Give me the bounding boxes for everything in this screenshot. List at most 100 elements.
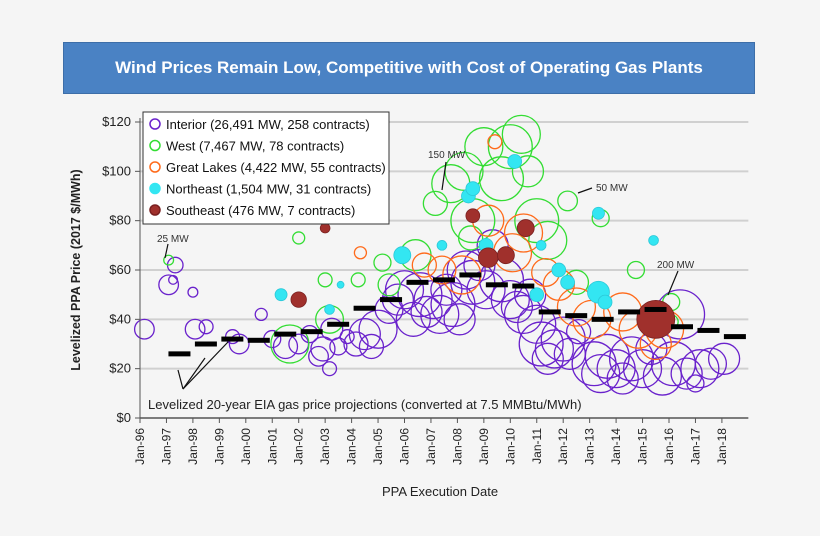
gas-price-dash [538,309,561,315]
x-tick-label: Jan-96 [133,428,147,465]
bubble-southeast [516,219,535,237]
bubble-west [163,254,175,266]
bubble-interior [158,274,180,296]
bubble-interior [540,316,586,362]
bubble-interior [670,357,703,390]
legend-marker [149,182,161,195]
x-tick-label: Jan-07 [424,428,438,465]
bubble-interior [310,336,336,362]
bubble-northeast [560,275,575,290]
gas-price-dash [221,336,244,342]
gas-price-dash [485,282,508,288]
x-tick-label: Jan-06 [398,428,412,465]
gas-price-dash [380,297,403,303]
bubble-west [487,124,533,170]
x-tick-label: Jan-09 [477,428,491,465]
bubble-interior [343,331,369,357]
bubble-interior [531,342,564,375]
bubble-interior [395,301,431,337]
bubble-west [317,272,333,288]
gas-price-dash [618,309,641,315]
bubble-northeast [436,240,448,251]
y-tick-label: $60 [109,262,131,277]
gas-price-dash [459,272,482,278]
annotation-150mw: 150 MW [428,150,466,161]
gas-price-dash [671,324,693,330]
legend-marker [149,161,161,173]
bubble-interior [680,349,720,389]
x-tick-label: Jan-18 [715,428,729,465]
annotation-50mw: 50 MW [596,183,628,194]
bubble-southeast [319,222,331,234]
bubble-west [557,190,579,212]
x-tick-label: Jan-15 [636,428,650,465]
gas-price-dash [591,316,614,322]
x-tick-label: Jan-13 [583,428,597,465]
bubble-great-lakes [556,287,597,327]
bubble-west [422,190,449,217]
bubble-interior [622,349,663,389]
bubble-northeast [507,154,523,169]
bubble-interior [490,279,530,320]
bubble-northeast [592,206,605,220]
chart-title: Wind Prices Remain Low, Competitive with… [63,42,755,94]
x-tick-label: Jan-11 [530,428,544,464]
y-tick-label: $40 [109,311,131,326]
bubble-interior [430,273,463,306]
bubble-interior [606,362,639,395]
legend [142,111,390,225]
bubble-interior [466,270,506,310]
bubble-interior [446,250,486,290]
bubble-west [511,155,545,188]
x-tick-label: Jan-03 [318,428,332,465]
bubble-southeast [290,291,307,308]
bubble-southeast [465,208,481,224]
bubble-northeast [393,246,412,265]
bubble-southeast [478,247,499,268]
y-tick-label: $120 [102,114,131,129]
legend-label: Northeast (1,504 MW, 31 contracts) [166,182,371,197]
bubble-interior [397,272,443,318]
bubble-west [464,127,504,167]
legend-marker [149,118,161,130]
annotation-200mw: 200 MW [657,260,695,271]
gas-price-dash [168,351,191,357]
legend-marker [149,204,161,216]
bubble-interior [329,337,348,356]
bubble-west [292,231,306,245]
bubble-west [377,273,401,297]
bubble-interior [358,333,385,360]
bubble-interior [534,329,575,369]
gas-price-dash [274,331,297,337]
bubble-interior [254,307,268,322]
bubble-great-lakes [487,134,503,150]
y-tick-label: $0 [117,410,131,425]
x-tick-label: Jan-17 [688,428,702,465]
x-tick-label: Jan-02 [292,428,306,465]
bubble-interior [348,317,381,351]
gas-price-dash [327,321,350,327]
bubble-interior [308,345,329,367]
x-tick-label: Jan-05 [371,428,385,465]
annotation-25mw: 25 MW [157,234,189,245]
legend-label: Great Lakes (4,422 MW, 55 contracts) [166,160,386,175]
bubble-great-lakes [353,246,368,260]
bubble-northeast [551,262,567,278]
bubble-interior [513,278,547,311]
bubble-interior [565,319,592,345]
legend-marker [149,139,161,152]
bubble-interior [198,319,214,335]
bubble-interior [168,274,179,285]
bubble-west [501,114,541,154]
bubble-interior [500,290,534,324]
bubble-interior [339,329,355,345]
bubble-west [626,260,646,280]
bubble-interior [288,333,310,355]
y-tick-label: $100 [102,163,131,178]
bubble-interior [518,321,564,367]
legend-label: Interior (26,491 MW, 258 contracts) [166,117,370,132]
bubble-west [373,253,392,272]
gas-price-dash [353,305,376,311]
bubble-great-lakes [427,255,457,285]
